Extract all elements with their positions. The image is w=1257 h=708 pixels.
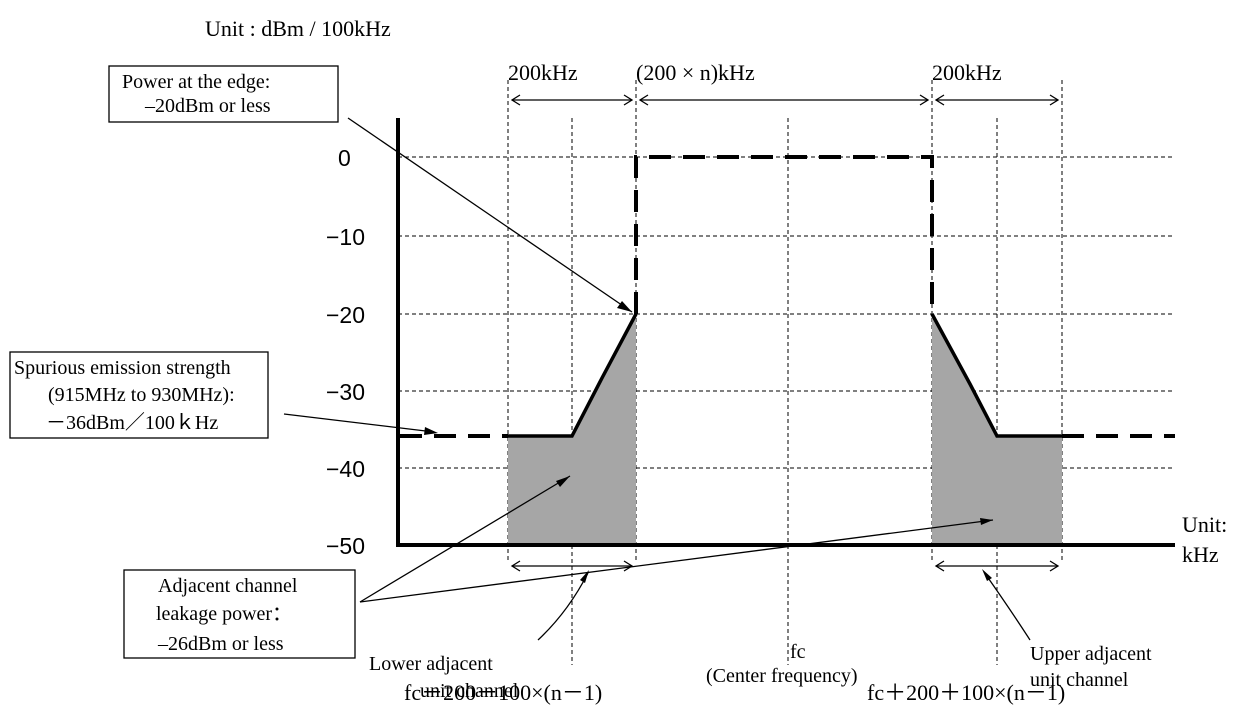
y-tick-label: −10 xyxy=(326,224,365,250)
in-band-mask xyxy=(634,155,934,314)
callout-box xyxy=(123,569,356,659)
callout-text: －36dBm／100ｋHz xyxy=(46,412,218,434)
width-arrows xyxy=(510,94,1060,572)
arrowhead xyxy=(982,569,992,581)
y-tick-label: −30 xyxy=(326,379,365,405)
width-label-right: 200kHz xyxy=(932,60,1002,85)
leader-line xyxy=(347,117,633,313)
horizontal-gridlines xyxy=(398,156,1175,469)
width-label-center: (200 × n)kHz xyxy=(636,60,755,85)
callout-text: –20dBm or less xyxy=(144,95,271,117)
y-tick-label: −50 xyxy=(326,533,365,559)
width-label-left: 200kHz xyxy=(508,60,578,85)
callout-text: (915MHz to 930MHz): xyxy=(48,384,235,406)
y-tick-label: −20 xyxy=(326,302,365,328)
arrowhead xyxy=(623,94,634,106)
center-frequency-label: fc (Center frequency) xyxy=(706,641,858,687)
y-tick-labels: 0 −10 −20 −30 −40 −50 xyxy=(326,145,365,559)
arrowhead xyxy=(638,94,649,106)
mask-dashed xyxy=(400,155,1175,438)
upper-adjacent-fill xyxy=(932,314,1062,545)
label-text: (Center frequency) xyxy=(706,665,858,687)
x-unit-label: kHz xyxy=(1182,542,1219,567)
callout-text: Adjacent channel xyxy=(158,575,298,597)
leader-line xyxy=(283,413,435,433)
lower-frequency-formula: fc－200－100×(n－1) xyxy=(404,680,602,705)
arrowhead xyxy=(623,560,634,572)
arrowhead xyxy=(424,427,438,435)
arrowhead xyxy=(934,94,945,106)
callout-box xyxy=(9,351,269,439)
upper-adjacent-label: Upper adjacent unit channel xyxy=(982,569,1152,691)
callout-text: Spurious emission strength xyxy=(14,357,231,379)
label-text: Upper adjacent xyxy=(1030,643,1152,665)
arrowhead xyxy=(919,94,930,106)
leader-line xyxy=(537,572,589,641)
callout-box xyxy=(108,65,339,123)
y-tick-label: 0 xyxy=(338,145,351,171)
upper-frequency-formula: fc＋200＋100×(n－1) xyxy=(867,680,1065,705)
leader-line xyxy=(983,571,1031,641)
arrowhead xyxy=(617,301,632,312)
arrowhead xyxy=(510,560,521,572)
label-text: Lower adjacent xyxy=(369,653,493,675)
callout-text: –26dBm or less xyxy=(157,633,284,655)
aclr-callout: Adjacent channel leakage power： –26dBm o… xyxy=(123,475,994,659)
arrowhead xyxy=(1049,560,1060,572)
leader-line xyxy=(359,519,994,603)
arrowhead xyxy=(580,570,589,583)
edge-power-callout: Power at the edge: –20dBm or less xyxy=(108,65,633,313)
arrowhead xyxy=(510,94,521,106)
vertical-gridlines xyxy=(507,80,1063,665)
x-unit-label: Unit: xyxy=(1182,512,1227,537)
label-text: unit channel xyxy=(1030,669,1129,691)
label-text: fc xyxy=(790,641,806,663)
arrowhead xyxy=(556,476,570,487)
upper-mask-slope xyxy=(930,313,1062,438)
y-tick-label: −40 xyxy=(326,456,365,482)
spurious-callout: Spurious emission strength (915MHz to 93… xyxy=(9,351,438,439)
callout-text: leakage power： xyxy=(156,603,292,625)
lower-mask-slope xyxy=(508,313,638,438)
lower-adjacent-fill xyxy=(508,314,636,545)
arrowhead xyxy=(980,518,993,525)
callout-text: Power at the edge: xyxy=(122,71,270,93)
unit-title: Unit : dBm / 100kHz xyxy=(205,16,391,41)
lower-adjacent-label: Lower adjacent unit channel xyxy=(369,570,589,702)
arrowhead xyxy=(1049,94,1060,106)
leader-line xyxy=(359,475,571,603)
arrowhead xyxy=(934,560,945,572)
label-text: unit channel xyxy=(420,680,519,702)
